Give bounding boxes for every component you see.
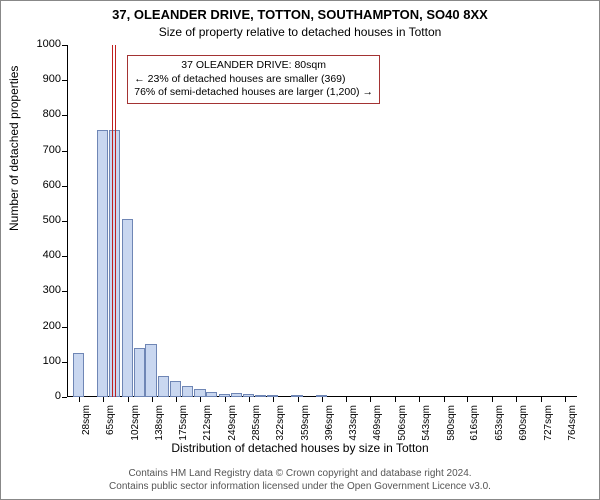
plot-area: 0100200300400500600700800900100028sqm65s…	[67, 45, 577, 397]
y-tick-mark	[62, 186, 67, 187]
histogram-bar	[219, 394, 230, 397]
x-tick-mark	[370, 397, 371, 402]
x-tick-label: 322sqm	[275, 405, 286, 445]
histogram-bar	[231, 393, 242, 397]
x-tick-mark	[249, 397, 250, 402]
x-tick-label: 653sqm	[494, 405, 505, 445]
reference-line-left	[112, 45, 113, 397]
y-tick-mark	[62, 256, 67, 257]
histogram-bar	[170, 381, 181, 397]
histogram-bar	[145, 344, 156, 397]
x-tick-mark	[176, 397, 177, 402]
x-tick-label: 396sqm	[324, 405, 335, 445]
y-tick-label: 1000	[31, 38, 61, 50]
y-tick-mark	[62, 115, 67, 116]
histogram-bar	[182, 386, 193, 397]
x-tick-label: 543sqm	[421, 405, 432, 445]
reference-line-right	[115, 45, 116, 397]
annotation-line: 37 OLEANDER DRIVE: 80sqm	[134, 59, 373, 73]
y-tick-mark	[62, 291, 67, 292]
x-tick-mark	[565, 397, 566, 402]
x-tick-mark	[492, 397, 493, 402]
x-tick-mark	[200, 397, 201, 402]
x-tick-mark	[444, 397, 445, 402]
x-tick-label: 175sqm	[178, 405, 189, 445]
y-tick-mark	[62, 327, 67, 328]
x-tick-mark	[128, 397, 129, 402]
x-tick-mark	[467, 397, 468, 402]
x-tick-label: 433sqm	[348, 405, 359, 445]
y-tick-mark	[62, 397, 67, 398]
chart-frame: 37, OLEANDER DRIVE, TOTTON, SOUTHAMPTON,…	[0, 0, 600, 500]
histogram-bar	[316, 395, 327, 397]
x-tick-mark	[322, 397, 323, 402]
x-tick-mark	[298, 397, 299, 402]
y-tick-mark	[62, 221, 67, 222]
histogram-bar	[194, 389, 205, 397]
x-tick-label: 727sqm	[543, 405, 554, 445]
x-tick-mark	[79, 397, 80, 402]
x-tick-label: 580sqm	[446, 405, 457, 445]
y-tick-label: 400	[31, 249, 61, 261]
histogram-bar	[158, 376, 169, 397]
y-tick-label: 0	[31, 390, 61, 402]
x-tick-label: 764sqm	[567, 405, 578, 445]
attribution-footer: Contains HM Land Registry data © Crown c…	[1, 468, 599, 493]
footer-line1: Contains HM Land Registry data © Crown c…	[1, 468, 599, 481]
annotation-line: 76% of semi-detached houses are larger (…	[134, 86, 373, 100]
x-tick-mark	[225, 397, 226, 402]
x-tick-mark	[152, 397, 153, 402]
y-tick-label: 700	[31, 144, 61, 156]
y-tick-mark	[62, 362, 67, 363]
y-tick-label: 100	[31, 355, 61, 367]
x-tick-label: 212sqm	[202, 405, 213, 445]
histogram-bar	[243, 394, 254, 397]
y-tick-mark	[62, 45, 67, 46]
footer-line2: Contains public sector information licen…	[1, 481, 599, 494]
x-tick-label: 506sqm	[397, 405, 408, 445]
y-tick-label: 500	[31, 214, 61, 226]
x-tick-mark	[419, 397, 420, 402]
y-tick-label: 200	[31, 320, 61, 332]
y-axis-line	[67, 45, 68, 397]
y-tick-label: 900	[31, 73, 61, 85]
x-tick-mark	[516, 397, 517, 402]
histogram-bar	[206, 392, 217, 397]
x-tick-mark	[103, 397, 104, 402]
y-tick-label: 300	[31, 284, 61, 296]
x-tick-label: 616sqm	[469, 405, 480, 445]
x-tick-label: 285sqm	[251, 405, 262, 445]
histogram-bar	[97, 130, 108, 397]
histogram-bar	[267, 395, 278, 397]
annotation-box: 37 OLEANDER DRIVE: 80sqm← 23% of detache…	[127, 55, 380, 104]
x-tick-label: 249sqm	[227, 405, 238, 445]
x-tick-label: 65sqm	[105, 405, 116, 445]
x-tick-label: 102sqm	[130, 405, 141, 445]
chart-subtitle: Size of property relative to detached ho…	[1, 25, 599, 39]
y-tick-label: 800	[31, 108, 61, 120]
y-axis-label: Number of detached properties	[7, 66, 21, 231]
x-tick-mark	[395, 397, 396, 402]
histogram-bar	[134, 348, 145, 397]
x-tick-label: 359sqm	[300, 405, 311, 445]
x-tick-mark	[346, 397, 347, 402]
x-tick-label: 138sqm	[154, 405, 165, 445]
histogram-bar	[255, 395, 266, 397]
x-tick-mark	[541, 397, 542, 402]
x-tick-label: 690sqm	[518, 405, 529, 445]
x-tick-label: 469sqm	[372, 405, 383, 445]
histogram-bar	[291, 395, 302, 397]
y-tick-mark	[62, 151, 67, 152]
y-tick-mark	[62, 80, 67, 81]
x-tick-label: 28sqm	[81, 405, 92, 445]
annotation-line: ← 23% of detached houses are smaller (36…	[134, 73, 373, 87]
histogram-bar	[122, 219, 133, 397]
histogram-bar	[73, 353, 84, 397]
chart-title-address: 37, OLEANDER DRIVE, TOTTON, SOUTHAMPTON,…	[1, 7, 599, 22]
y-tick-label: 600	[31, 179, 61, 191]
x-tick-mark	[273, 397, 274, 402]
